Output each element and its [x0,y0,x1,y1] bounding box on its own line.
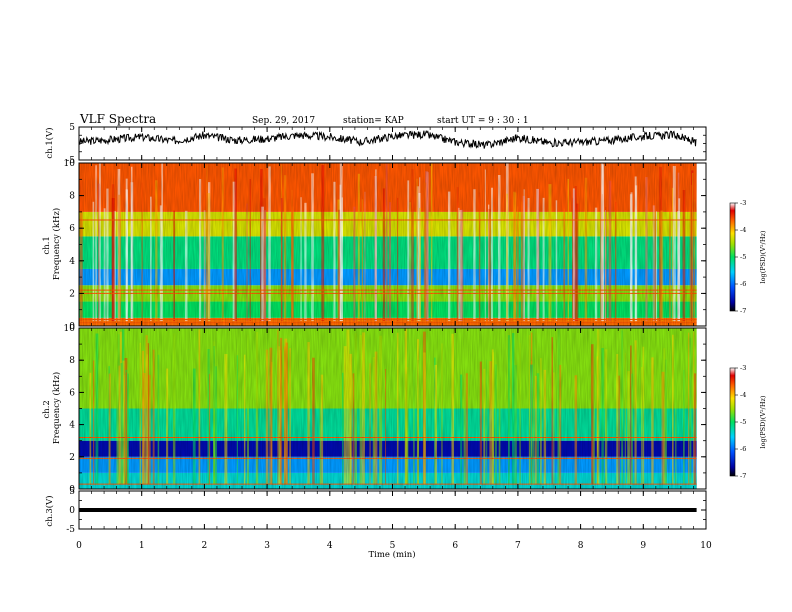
colorbar-tick-label: -4 [740,391,746,399]
y-tick-label: 6 [69,388,75,398]
colorbar-tick-label: -7 [740,472,746,480]
ch2-spectrogram-ylabel-line2: Frequency (kHz) [51,372,62,444]
spectrogram-texture [79,328,697,489]
ch1-spectrogram-image [79,163,697,326]
colorbar-tick-label: -3 [740,364,746,372]
time-axis: 0 1 2 3 4 5 6 7 8 9 10 [76,541,712,551]
y-tick-label: 8 [69,356,75,366]
ch1-waveform-trace [78,130,697,149]
colorbar-tick-label: -3 [740,199,746,207]
y-tick-label: 6 [69,224,75,234]
ch2-colorbar: -3 -4 -5 -6 -7 log(PSD)(V²/Hz) [729,364,767,480]
x-tick-label: 1 [139,541,145,551]
ch1-colorbar-label: log(PSD)(V²/Hz) [759,230,767,283]
ch3-waveform-ylabel: ch.3(V) [44,495,55,526]
colorbar-tick-label: -5 [740,253,746,261]
ch2-spectrogram-image [79,328,697,489]
ch1-spectrogram-ylabel-line1: ch.1 [42,236,52,254]
ch1-spectrogram-ylabel-line2: Frequency (kHz) [51,208,62,280]
y-tick-label: 4 [69,257,75,267]
y-tick-label: 0 [69,506,75,516]
y-tick-label: 0 [69,485,75,495]
x-tick-label: 6 [452,541,458,551]
spectrogram-texture [79,163,697,326]
ch2-spectrogram-ylabel: ch.2 Frequency (kHz) [42,372,62,444]
ch1-colorbar: -3 -4 -5 -6 -7 log(PSD)(V²/Hz) [729,199,767,315]
ch3-waveform-panel: 50-5 ch.3(V) [44,487,707,535]
ch2-spectrogram-ylabel-line1: ch.2 [42,400,52,418]
y-tick-label: 2 [69,289,75,299]
y-tick-label: 8 [69,192,75,202]
x-tick-label: 2 [202,541,208,551]
x-tick-label: 3 [264,541,270,551]
x-tick-label: 0 [76,541,82,551]
time-axis-label: Time (min) [368,549,415,560]
header-start-time: start UT = 9 : 30 : 1 [437,116,529,126]
ch1-spectrogram-panel: 0 2 4 6 8 10 ch.1 Frequency (kHz) -3 -4 -5 -6 -7 … [42,159,767,332]
x-tick-label: 7 [515,541,521,551]
header-station: station= KAP [343,116,404,126]
colorbar-tick-label: -6 [740,280,746,288]
colorbar-tick-label: -6 [740,445,746,453]
ch1-colorbar-gradient [729,202,736,312]
ch1-spectrogram-ylabel: ch.1 Frequency (kHz) [42,208,62,280]
y-tick-label: 10 [64,324,76,334]
y-tick-label: -5 [66,156,75,166]
y-tick-label: 0 [69,322,75,332]
y-tick-label: 10 [64,159,76,169]
header-date: Sep. 29, 2017 [252,116,315,126]
x-tick-label: 10 [700,541,712,551]
ch2-colorbar-label: log(PSD)(V²/Hz) [759,395,767,448]
ch2-colorbar-gradient [729,367,736,477]
colorbar-tick-label: -4 [740,226,746,234]
y-tick-label: -5 [66,525,75,535]
figure-title: VLF Spectra [79,112,156,126]
colorbar-tick-label: -7 [740,307,746,315]
y-tick-label: 2 [69,453,75,463]
x-tick-label: 4 [327,541,333,551]
x-tick-label: 8 [578,541,584,551]
ch2-spectrogram-panel: 0 2 4 6 8 10 ch.2 Frequency (kHz) -3 -4 -5 -6 -7 … [42,324,767,495]
x-tick-label: 9 [640,541,646,551]
ch1-waveform-panel: 5 -5 ch.1(V) [44,123,707,166]
y-tick-label: 4 [69,421,75,431]
y-tick-label: 5 [69,123,75,133]
x-tick-label: 5 [390,541,396,551]
y-tick-label: 5 [69,487,75,497]
ch1-waveform-ylabel: ch.1(V) [44,127,55,158]
colorbar-tick-label: -5 [740,418,746,426]
